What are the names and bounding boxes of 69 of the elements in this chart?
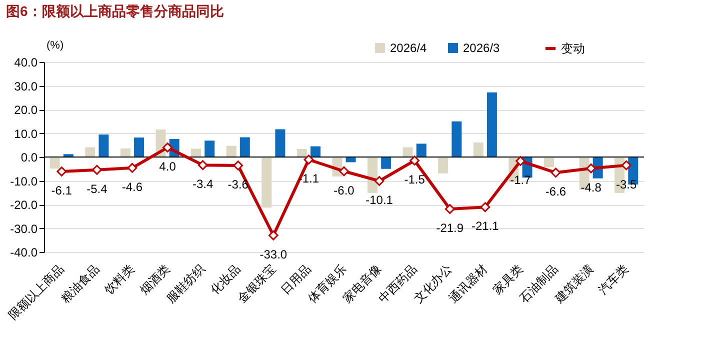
bar <box>85 147 96 157</box>
bar <box>191 148 202 157</box>
data-label: -10.1 <box>366 192 394 207</box>
legend-label: 变动 <box>561 42 585 56</box>
point <box>198 160 208 170</box>
point <box>621 160 632 170</box>
bar <box>204 140 215 157</box>
point <box>162 142 172 152</box>
y-tick-label: -20.0 <box>10 198 38 212</box>
bar <box>226 146 236 157</box>
bar <box>438 157 448 174</box>
data-label: -1.7 <box>510 173 532 188</box>
bar <box>310 146 320 157</box>
point <box>410 156 420 166</box>
data-label: -3.4 <box>192 177 214 192</box>
point <box>56 166 67 176</box>
bar <box>296 148 307 157</box>
bar <box>416 144 426 157</box>
data-label: -4.6 <box>122 180 143 194</box>
y-tick-label: -40.0 <box>10 246 38 260</box>
data-label: -21.9 <box>436 221 464 236</box>
legend-label: 2026/4 <box>390 41 428 55</box>
point <box>339 166 349 176</box>
point <box>550 168 561 178</box>
bar <box>544 157 554 168</box>
data-label: -6.0 <box>334 183 355 198</box>
y-tick-label: 40.0 <box>14 56 38 70</box>
bar <box>275 129 286 157</box>
bar <box>402 147 413 157</box>
point <box>233 160 244 170</box>
data-label: 4.0 <box>159 160 176 174</box>
point <box>444 204 455 214</box>
bar <box>452 121 462 157</box>
data-label: -6.6 <box>545 184 566 199</box>
point <box>304 154 314 165</box>
data-label: -4.8 <box>580 180 602 194</box>
y-tick-label: 10.0 <box>14 126 38 141</box>
y-tick-label: -30.0 <box>10 222 38 236</box>
point <box>516 156 526 166</box>
bar <box>486 92 497 157</box>
data-label: -6.1 <box>51 183 72 198</box>
point <box>92 164 102 175</box>
data-label: -3.5 <box>616 177 638 192</box>
legend-label: 2026/3 <box>463 41 500 55</box>
chart-title: 图6：限额以上商品零售分商品同比 <box>6 3 224 19</box>
y-tick-label: 0.0 <box>20 150 38 164</box>
point <box>480 202 490 212</box>
data-label: -1.5 <box>404 172 426 187</box>
data-label: -21.1 <box>471 219 500 234</box>
data-label: -5.4 <box>86 182 108 196</box>
bar <box>473 142 484 157</box>
bar <box>120 148 130 157</box>
bar <box>240 137 250 157</box>
bar <box>262 157 272 208</box>
point <box>268 230 278 240</box>
x-tick-label: 饮料类 <box>101 262 138 298</box>
y-tick-label: 30.0 <box>14 79 38 94</box>
y-tick-label: -10.0 <box>10 174 38 188</box>
bar <box>381 157 392 169</box>
bar <box>134 138 144 157</box>
y-axis-title: (%) <box>46 40 64 52</box>
point <box>374 176 384 186</box>
data-label: -33.0 <box>260 247 288 262</box>
x-tick-label: 汽车类 <box>596 262 632 297</box>
bar <box>50 157 60 169</box>
bar <box>98 134 109 157</box>
point <box>586 163 596 174</box>
point <box>127 162 138 173</box>
y-tick-label: 20.0 <box>14 103 38 117</box>
